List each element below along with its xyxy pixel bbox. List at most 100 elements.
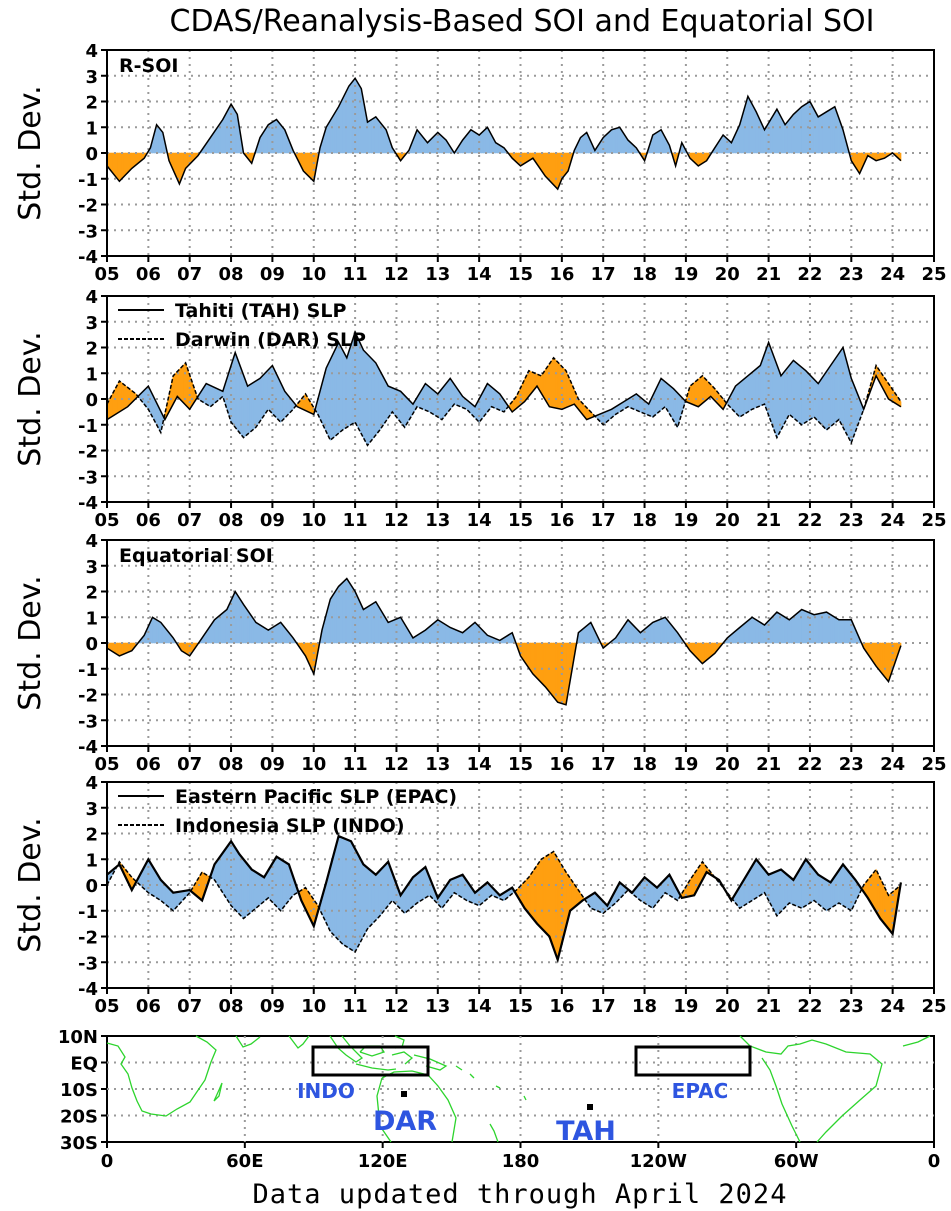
positive-fill-segment [760,359,763,407]
positive-fill-segment [365,606,368,644]
positive-fill-segment [261,875,265,904]
positive-fill-segment [253,870,257,911]
positive-fill-segment [627,619,631,644]
positive-fill-segment [813,109,817,154]
map-x-tick-label: 60W [774,1151,819,1172]
positive-fill-segment [586,623,590,644]
negative-fill-segment [882,642,885,678]
x-tick-label: 25 [921,754,946,775]
positive-fill-segment [607,131,610,154]
positive-fill-segment [239,596,242,644]
positive-fill-segment [838,349,842,424]
chart-title: CDAS/Reanalysis-Based SOI and Equatorial… [170,4,875,39]
y-tick-label: 2 [85,339,98,360]
negative-fill-segment [125,152,128,176]
positive-fill-segment [482,128,486,154]
negative-fill-segment [536,861,540,927]
positive-fill-segment [801,104,805,154]
x-tick-label: 12 [384,754,409,775]
positive-fill-segment [791,359,794,419]
y-tick-label: -4 [78,247,98,268]
x-tick-label: 06 [136,754,161,775]
positive-fill-segment [824,878,827,912]
x-tick-label: 25 [921,996,946,1017]
positive-fill-segment [838,619,842,644]
positive-fill-segment [652,133,656,154]
positive-fill-segment [770,872,774,909]
negative-fill-segment [700,375,703,406]
positive-fill-segment [367,605,370,644]
positive-fill-segment [824,111,827,154]
positive-fill-segment [226,604,230,644]
positive-fill-segment [646,878,649,907]
positive-fill-segment [472,130,476,154]
positive-fill-segment [848,871,852,912]
negative-fill-segment [542,856,546,933]
positive-fill-segment [660,377,664,411]
x-tick-label: 08 [219,510,244,531]
positive-fill-segment [255,379,259,429]
negative-fill-segment [551,642,554,698]
positive-fill-segment [387,385,391,419]
positive-fill-segment [799,865,802,909]
positive-fill-segment [749,865,753,903]
x-tick-label: 13 [425,510,450,531]
map-x-tick-label: 180 [502,1151,540,1172]
positive-fill-segment [367,120,370,154]
positive-fill-segment [811,105,815,154]
positive-fill-segment [234,846,238,913]
negative-fill-segment [559,860,563,952]
positive-fill-segment [799,608,802,644]
positive-fill-segment [427,626,430,644]
darwin-station-marker [401,1091,407,1097]
positive-fill-segment [803,609,807,644]
x-tick-label: 15 [508,264,533,285]
y-tick-label: 0 [85,144,98,165]
positive-fill-segment [778,112,782,154]
negative-fill-segment [702,642,705,665]
negative-fill-segment [877,642,881,673]
positive-fill-segment [371,117,375,154]
positive-fill-segment [757,620,761,644]
positive-fill-segment [327,119,331,154]
negative-fill-segment [530,642,534,675]
y-axis-title: Std. Dev. [13,575,48,710]
positive-fill-segment [753,617,757,644]
positive-fill-segment [329,594,333,644]
positive-fill-segment [822,112,825,154]
positive-fill-segment [439,620,443,644]
negative-fill-segment [545,152,548,180]
positive-fill-segment [772,353,776,433]
positive-fill-segment [443,623,447,644]
negative-fill-segment [547,152,550,182]
positive-fill-segment [336,585,339,644]
positive-fill-segment [828,108,831,154]
positive-fill-segment [350,80,354,154]
positive-fill-segment [344,353,348,430]
positive-fill-segment [278,857,281,912]
positive-fill-segment [220,118,224,154]
y-tick-label: -4 [78,737,98,758]
x-tick-label: 06 [136,264,161,285]
positive-fill-segment [671,386,674,422]
positive-fill-segment [346,85,350,154]
positive-fill-segment [803,103,807,154]
positive-fill-segment [369,355,372,444]
positive-fill-segment [760,863,763,896]
negative-fill-segment [524,374,528,403]
legend-label: Indonesia SLP (INDO) [175,815,405,837]
positive-fill-segment [278,121,281,154]
positive-fill-segment [251,381,255,432]
x-tick-label: 24 [880,754,905,775]
positive-fill-segment [249,866,253,914]
positive-fill-segment [224,111,228,154]
negative-fill-segment [875,642,879,670]
negative-fill-segment [871,871,875,910]
negative-fill-segment [567,375,571,408]
positive-fill-segment [251,869,255,913]
positive-fill-segment [344,838,348,948]
positive-fill-segment [836,352,840,422]
positive-fill-segment [582,133,585,154]
